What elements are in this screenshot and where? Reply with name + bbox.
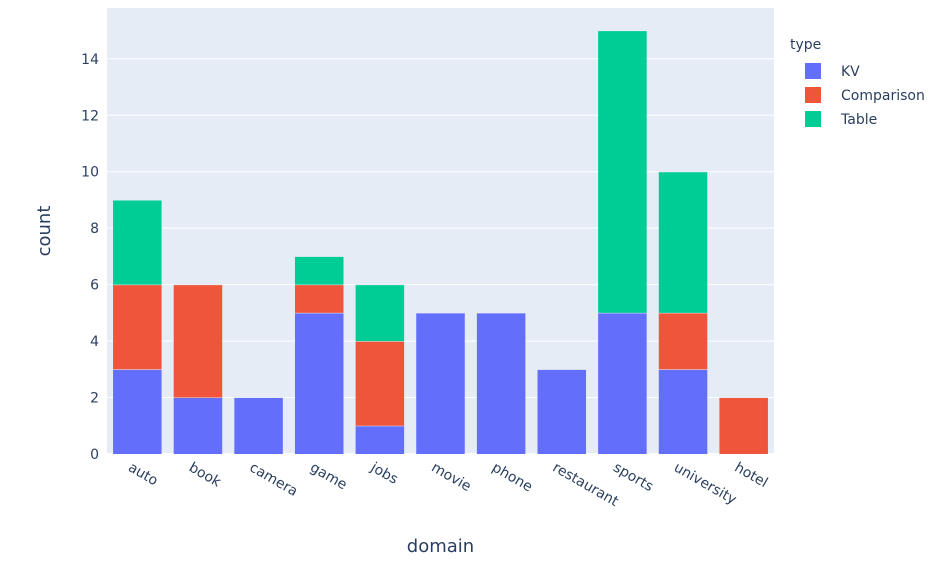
legend[interactable]: type KV Comparison Table <box>790 37 925 128</box>
legend-swatch-table[interactable] <box>805 111 821 127</box>
bar-segment-game-table[interactable] <box>294 256 344 285</box>
bar-segment-auto-kv[interactable] <box>113 369 162 454</box>
x-tick-label-game: game <box>307 460 349 494</box>
legend-label-comparison[interactable]: Comparison <box>841 88 925 104</box>
bar-segment-university-table[interactable] <box>658 171 708 313</box>
legend-swatch-comparison[interactable] <box>805 87 821 103</box>
bar-segment-restaurant-kv[interactable] <box>537 369 587 454</box>
bar-segment-sports-kv[interactable] <box>598 312 647 454</box>
y-tick-label: 12 <box>81 108 99 124</box>
x-axis-title: domain <box>407 536 474 557</box>
bar-segment-auto-table[interactable] <box>113 199 162 285</box>
x-tick-label-restaurant: restaurant <box>550 460 622 511</box>
bars <box>113 30 768 454</box>
bar-segment-jobs-comparison[interactable] <box>355 341 405 426</box>
bar-segment-book-comparison[interactable] <box>173 284 223 398</box>
x-tick-label-sports: sports <box>610 460 655 496</box>
bar-segment-game-kv[interactable] <box>294 312 344 454</box>
y-tick-label: 0 <box>90 447 99 463</box>
y-tick-label: 2 <box>90 391 99 407</box>
y-axis-title: count <box>34 206 55 257</box>
bar-segment-game-comparison[interactable] <box>294 284 344 313</box>
bar-segment-movie-kv[interactable] <box>416 312 465 454</box>
legend-label-table[interactable]: Table <box>840 112 877 128</box>
y-tick-label: 8 <box>90 221 99 237</box>
bar-segment-phone-kv[interactable] <box>476 312 526 454</box>
bar-segment-camera-kv[interactable] <box>234 397 283 454</box>
y-tick-label: 14 <box>81 52 99 68</box>
legend-swatch-kv[interactable] <box>805 63 821 79</box>
bar-segment-university-comparison[interactable] <box>658 312 708 370</box>
x-tick-label-phone: phone <box>489 460 535 496</box>
bar-segment-university-kv[interactable] <box>658 369 708 454</box>
x-tick-label-hotel: hotel <box>732 460 771 492</box>
bar-segment-auto-comparison[interactable] <box>113 284 162 370</box>
bar-segment-book-kv[interactable] <box>173 397 223 454</box>
x-tick-label-jobs: jobs <box>367 459 401 488</box>
x-axis-ticks: auto book camera game jobs movie phone restaura… <box>125 459 770 510</box>
bar-segment-jobs-kv[interactable] <box>355 425 405 454</box>
y-axis-ticks: 0 2 4 6 8 10 12 14 <box>81 52 99 463</box>
x-tick-label-movie: movie <box>429 460 474 495</box>
legend-title: type <box>790 37 821 53</box>
bar-segment-jobs-table[interactable] <box>355 284 405 342</box>
bar-segment-hotel-comparison[interactable] <box>719 397 768 454</box>
y-tick-label: 10 <box>81 165 99 181</box>
x-tick-label-book: book <box>186 460 224 491</box>
x-tick-label-camera: camera <box>247 460 301 500</box>
x-tick-label-auto: auto <box>125 460 160 490</box>
bar-segment-sports-table[interactable] <box>598 30 647 313</box>
legend-label-kv[interactable]: KV <box>841 64 860 80</box>
y-tick-label: 6 <box>90 278 99 294</box>
x-tick-label-university: university <box>671 460 739 508</box>
y-tick-label: 4 <box>90 334 99 350</box>
